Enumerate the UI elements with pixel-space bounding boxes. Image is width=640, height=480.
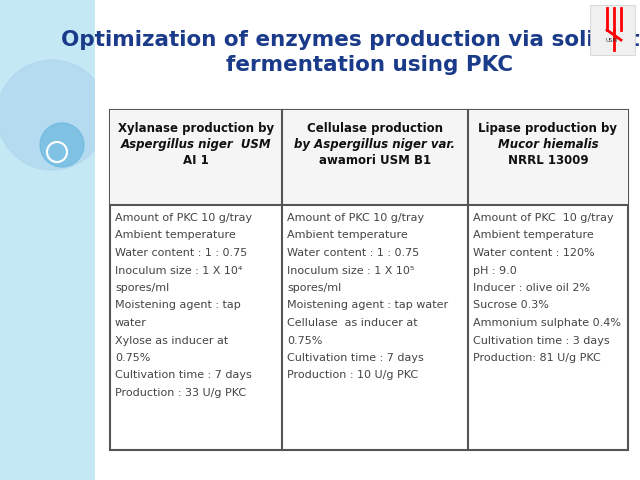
Text: Mucor hiemalis: Mucor hiemalis: [498, 138, 598, 151]
Text: USM: USM: [606, 38, 618, 43]
Text: Xylose as inducer at: Xylose as inducer at: [115, 336, 228, 346]
Text: Production: 81 U/g PKC: Production: 81 U/g PKC: [473, 353, 601, 363]
Text: Ambient temperature: Ambient temperature: [115, 230, 236, 240]
Bar: [110, 110, 628, 205]
Text: Production : 10 U/g PKC: Production : 10 U/g PKC: [287, 371, 418, 381]
Circle shape: [0, 60, 107, 170]
Text: water: water: [115, 318, 147, 328]
Text: Lipase production by: Lipase production by: [479, 122, 618, 135]
Text: by Aspergillus niger var.: by Aspergillus niger var.: [294, 138, 456, 151]
Bar: [0, 0, 105, 480]
Text: Cultivation time : 7 days: Cultivation time : 7 days: [115, 371, 252, 381]
Text: Ambient temperature: Ambient temperature: [473, 230, 594, 240]
Text: Production : 33 U/g PKC: Production : 33 U/g PKC: [115, 388, 246, 398]
Text: Water content : 1 : 0.75: Water content : 1 : 0.75: [115, 248, 247, 258]
Text: Inoculum size : 1 X 10⁵: Inoculum size : 1 X 10⁵: [287, 265, 414, 276]
Text: Aspergillus niger  USM: Aspergillus niger USM: [121, 138, 271, 151]
Bar: [110, 110, 628, 450]
Text: Water content : 120%: Water content : 120%: [473, 248, 595, 258]
Text: Moistening agent : tap water: Moistening agent : tap water: [287, 300, 448, 311]
Text: pH : 9.0: pH : 9.0: [473, 265, 516, 276]
Text: Cultivation time : 7 days: Cultivation time : 7 days: [287, 353, 424, 363]
Text: 0.75%: 0.75%: [115, 353, 150, 363]
Text: Sucrose 0.3%: Sucrose 0.3%: [473, 300, 549, 311]
Text: Cellulase  as inducer at: Cellulase as inducer at: [287, 318, 418, 328]
Text: Ammonium sulphate 0.4%: Ammonium sulphate 0.4%: [473, 318, 621, 328]
Text: 0.75%: 0.75%: [287, 336, 323, 346]
Text: awamori USM B1: awamori USM B1: [319, 154, 431, 167]
Text: Xylanase production by: Xylanase production by: [118, 122, 274, 135]
Bar: [95, 0, 640, 480]
Text: AI 1: AI 1: [183, 154, 209, 167]
Circle shape: [40, 123, 84, 167]
Text: Optimization of enzymes production via solid state: Optimization of enzymes production via s…: [61, 30, 640, 50]
Text: Cellulase production: Cellulase production: [307, 122, 443, 135]
Text: fermentation using PKC: fermentation using PKC: [227, 55, 513, 75]
Text: Inoculum size : 1 X 10⁴: Inoculum size : 1 X 10⁴: [115, 265, 243, 276]
Text: Inducer : olive oil 2%: Inducer : olive oil 2%: [473, 283, 590, 293]
Text: Ambient temperature: Ambient temperature: [287, 230, 408, 240]
Text: Amount of PKC  10 g/tray: Amount of PKC 10 g/tray: [473, 213, 614, 223]
Text: Amount of PKC 10 g/tray: Amount of PKC 10 g/tray: [287, 213, 424, 223]
Text: Cultivation time : 3 days: Cultivation time : 3 days: [473, 336, 610, 346]
Text: NRRL 13009: NRRL 13009: [508, 154, 588, 167]
Text: Water content : 1 : 0.75: Water content : 1 : 0.75: [287, 248, 419, 258]
Text: Moistening agent : tap: Moistening agent : tap: [115, 300, 241, 311]
Bar: [590, 5, 635, 55]
Text: Amount of PKC 10 g/tray: Amount of PKC 10 g/tray: [115, 213, 252, 223]
Text: spores/ml: spores/ml: [115, 283, 169, 293]
Text: spores/ml: spores/ml: [287, 283, 341, 293]
